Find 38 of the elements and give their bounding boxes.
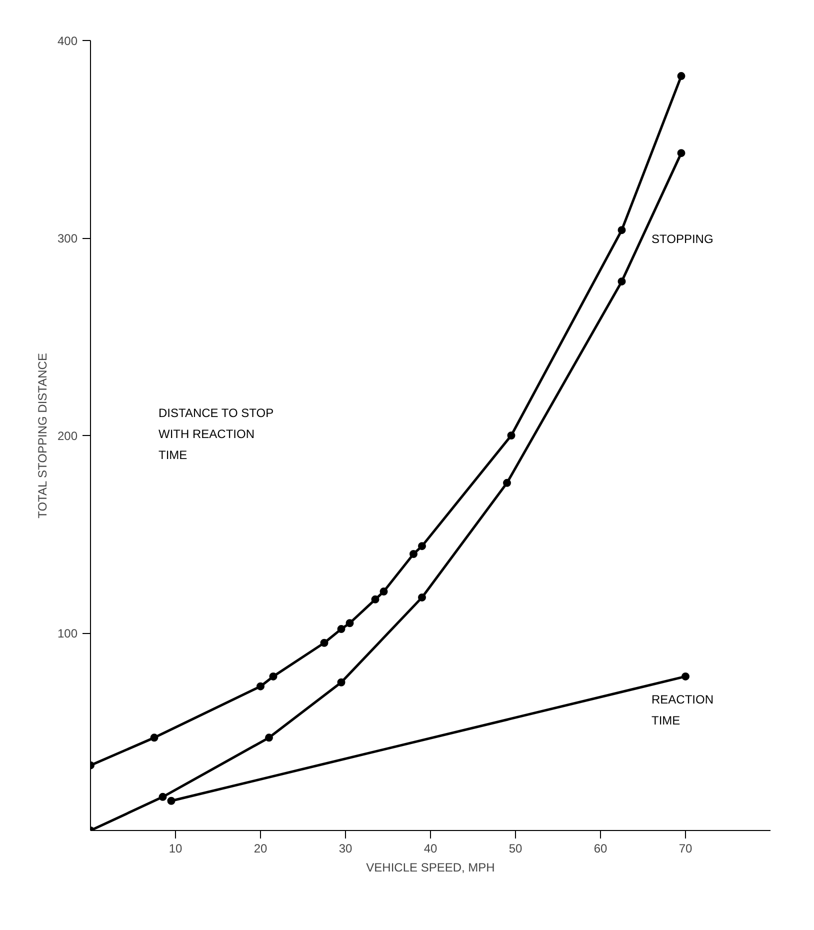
point: [158, 792, 167, 801]
point: [618, 277, 626, 286]
y-tick-label: 100: [57, 626, 78, 640]
point: [418, 542, 426, 550]
x-axis-title: VEHICLE SPEED, MPH: [366, 860, 495, 874]
point: [677, 149, 686, 158]
x-tick-label: 30: [338, 842, 352, 856]
point: [337, 625, 346, 634]
x-tick-label: 60: [594, 842, 608, 856]
point: [503, 478, 511, 487]
point: [346, 619, 354, 628]
point: [337, 678, 346, 686]
series-label: STOPPING: [652, 232, 714, 246]
x-tick-label: 40: [424, 842, 438, 856]
point: [150, 734, 158, 742]
y-axis-title: TOTAL STOPPING DISTANCE: [35, 353, 50, 518]
x-tick-label: 50: [508, 842, 522, 856]
point: [380, 588, 388, 596]
y-tick-label: 400: [57, 34, 78, 48]
point: [418, 593, 426, 602]
point: [256, 682, 264, 690]
y-tick-label: 300: [57, 232, 78, 246]
point: [371, 595, 380, 604]
x-tick-label: 10: [168, 842, 182, 856]
point: [682, 672, 690, 680]
point: [167, 796, 176, 805]
series-label: REACTION TIME: [652, 692, 714, 728]
point: [410, 550, 418, 558]
y-tick-label: 200: [57, 429, 78, 443]
point: [265, 734, 273, 742]
point: [618, 226, 626, 234]
point: [507, 432, 516, 440]
x-tick-label: 20: [254, 842, 268, 856]
point: [677, 72, 686, 80]
point: [320, 638, 328, 647]
x-tick-label: 70: [678, 842, 692, 856]
annotation: DISTANCE TO STOP WITH REACTION TIME: [158, 406, 274, 462]
point: [269, 672, 278, 680]
